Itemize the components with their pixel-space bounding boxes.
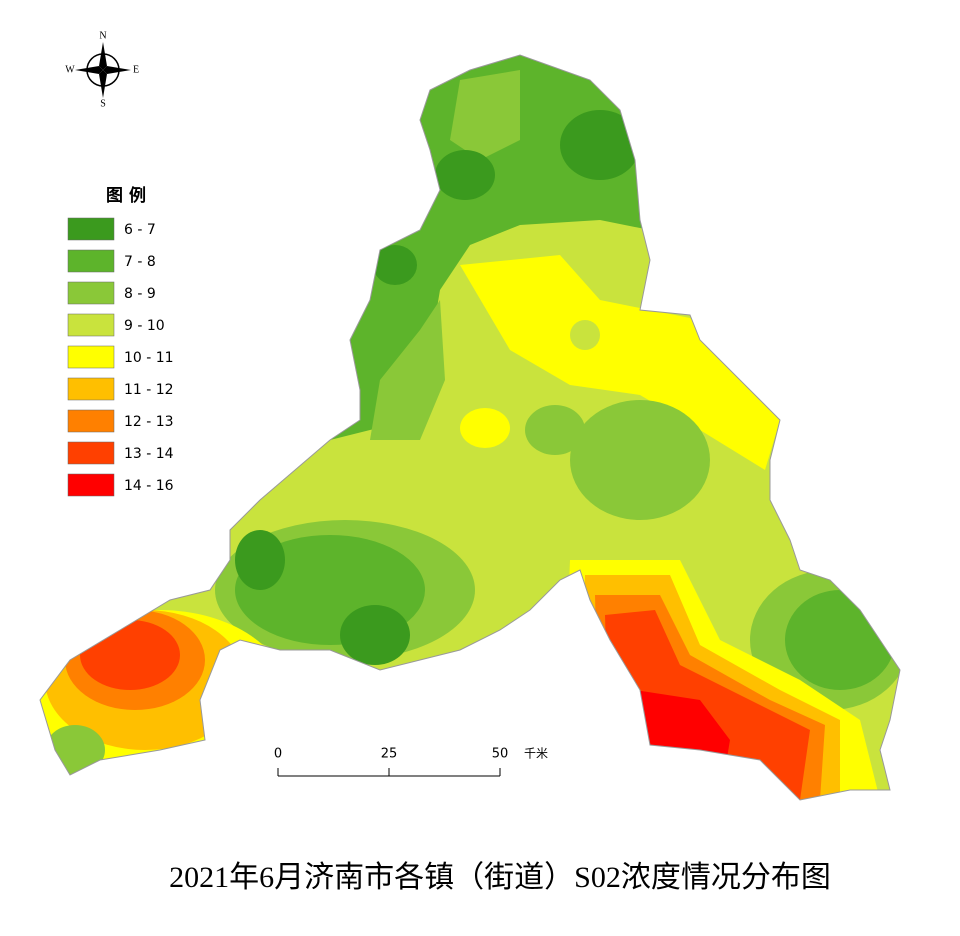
legend-swatch [67, 281, 115, 305]
legend-swatch [67, 249, 115, 273]
legend-label: 11 - 12 [124, 382, 174, 398]
legend-label: 7 - 8 [124, 254, 156, 270]
scale-bar: 0 25 50 千米 [274, 747, 548, 777]
scale-label: 50 [492, 747, 509, 762]
scale-label: 25 [381, 747, 398, 762]
legend-swatch [67, 377, 115, 401]
legend-swatch [67, 473, 115, 497]
map-title: 2021年6月济南市各镇（街道）S02浓度情况分布图 [169, 861, 831, 894]
compass-w: W [65, 64, 75, 75]
map-outline [39, 54, 901, 801]
legend-label: 6 - 7 [124, 222, 156, 238]
legend-label: 14 - 16 [124, 478, 174, 494]
legend-label: 12 - 13 [124, 414, 174, 430]
legend-swatch [67, 409, 115, 433]
legend-label: 8 - 9 [124, 286, 156, 302]
scale-unit: 千米 [524, 747, 548, 761]
legend-title: 图 例 [106, 185, 146, 206]
legend-swatch [67, 441, 115, 465]
legend-swatch [67, 345, 115, 369]
compass-e: E [133, 64, 139, 75]
compass-n: N [99, 30, 106, 41]
legend-label: 13 - 14 [124, 446, 174, 462]
legend: 6 - 7 7 - 8 8 - 9 9 - 10 10 - 11 11 - 12 12 - … [67, 217, 174, 497]
legend-label: 9 - 10 [124, 318, 165, 334]
compass: N S W E [65, 30, 139, 109]
legend-swatch [67, 313, 115, 337]
legend-swatch [67, 217, 115, 241]
compass-s: S [100, 98, 106, 109]
legend-label: 10 - 11 [124, 350, 174, 366]
scale-label: 0 [274, 747, 282, 762]
